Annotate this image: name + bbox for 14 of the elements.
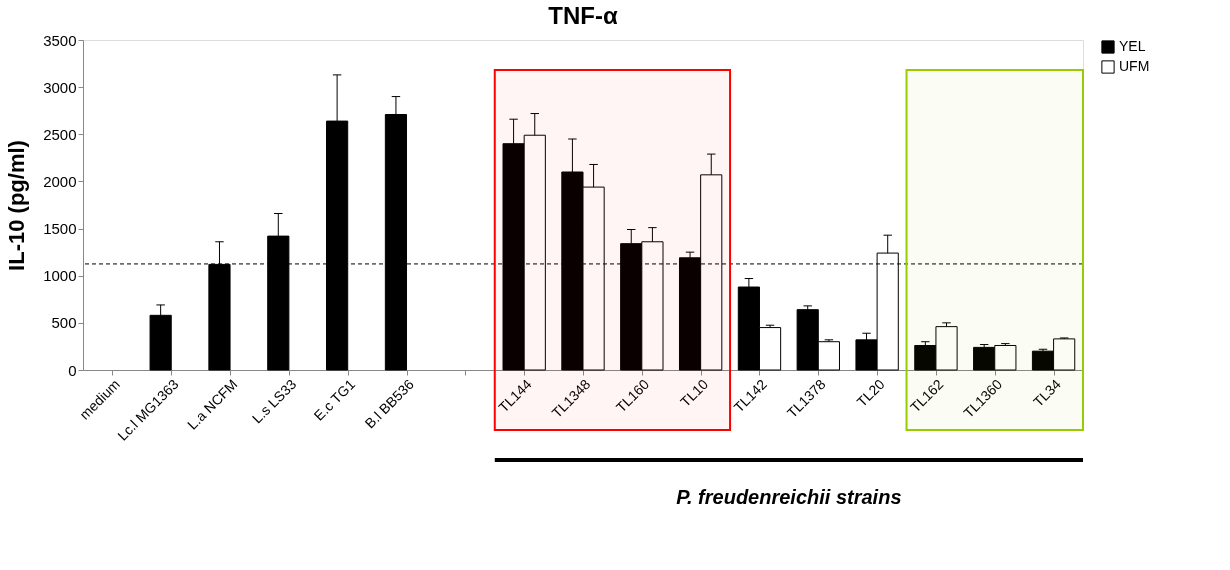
y-axis-title: IL-10 (pg/ml) — [4, 140, 30, 271]
y-tick-label: 2500 — [43, 125, 77, 143]
x-tick-label: E.c TG1 — [310, 375, 359, 424]
text: P. freudenreichii strains — [676, 486, 902, 508]
chart-title: TNF-α — [548, 2, 618, 29]
legend-label: YEL — [1119, 38, 1146, 54]
y-tick-label: 3500 — [43, 31, 77, 49]
legend-label: UFM — [1119, 58, 1150, 74]
y-tick-label: 1500 — [43, 220, 77, 238]
y-tick-label: 3000 — [43, 78, 77, 96]
y-tick-label: 1000 — [43, 267, 77, 285]
y-tick-label: 500 — [51, 314, 77, 332]
y-tick-label: 2000 — [43, 172, 77, 190]
y-tick-label: 0 — [68, 361, 77, 379]
